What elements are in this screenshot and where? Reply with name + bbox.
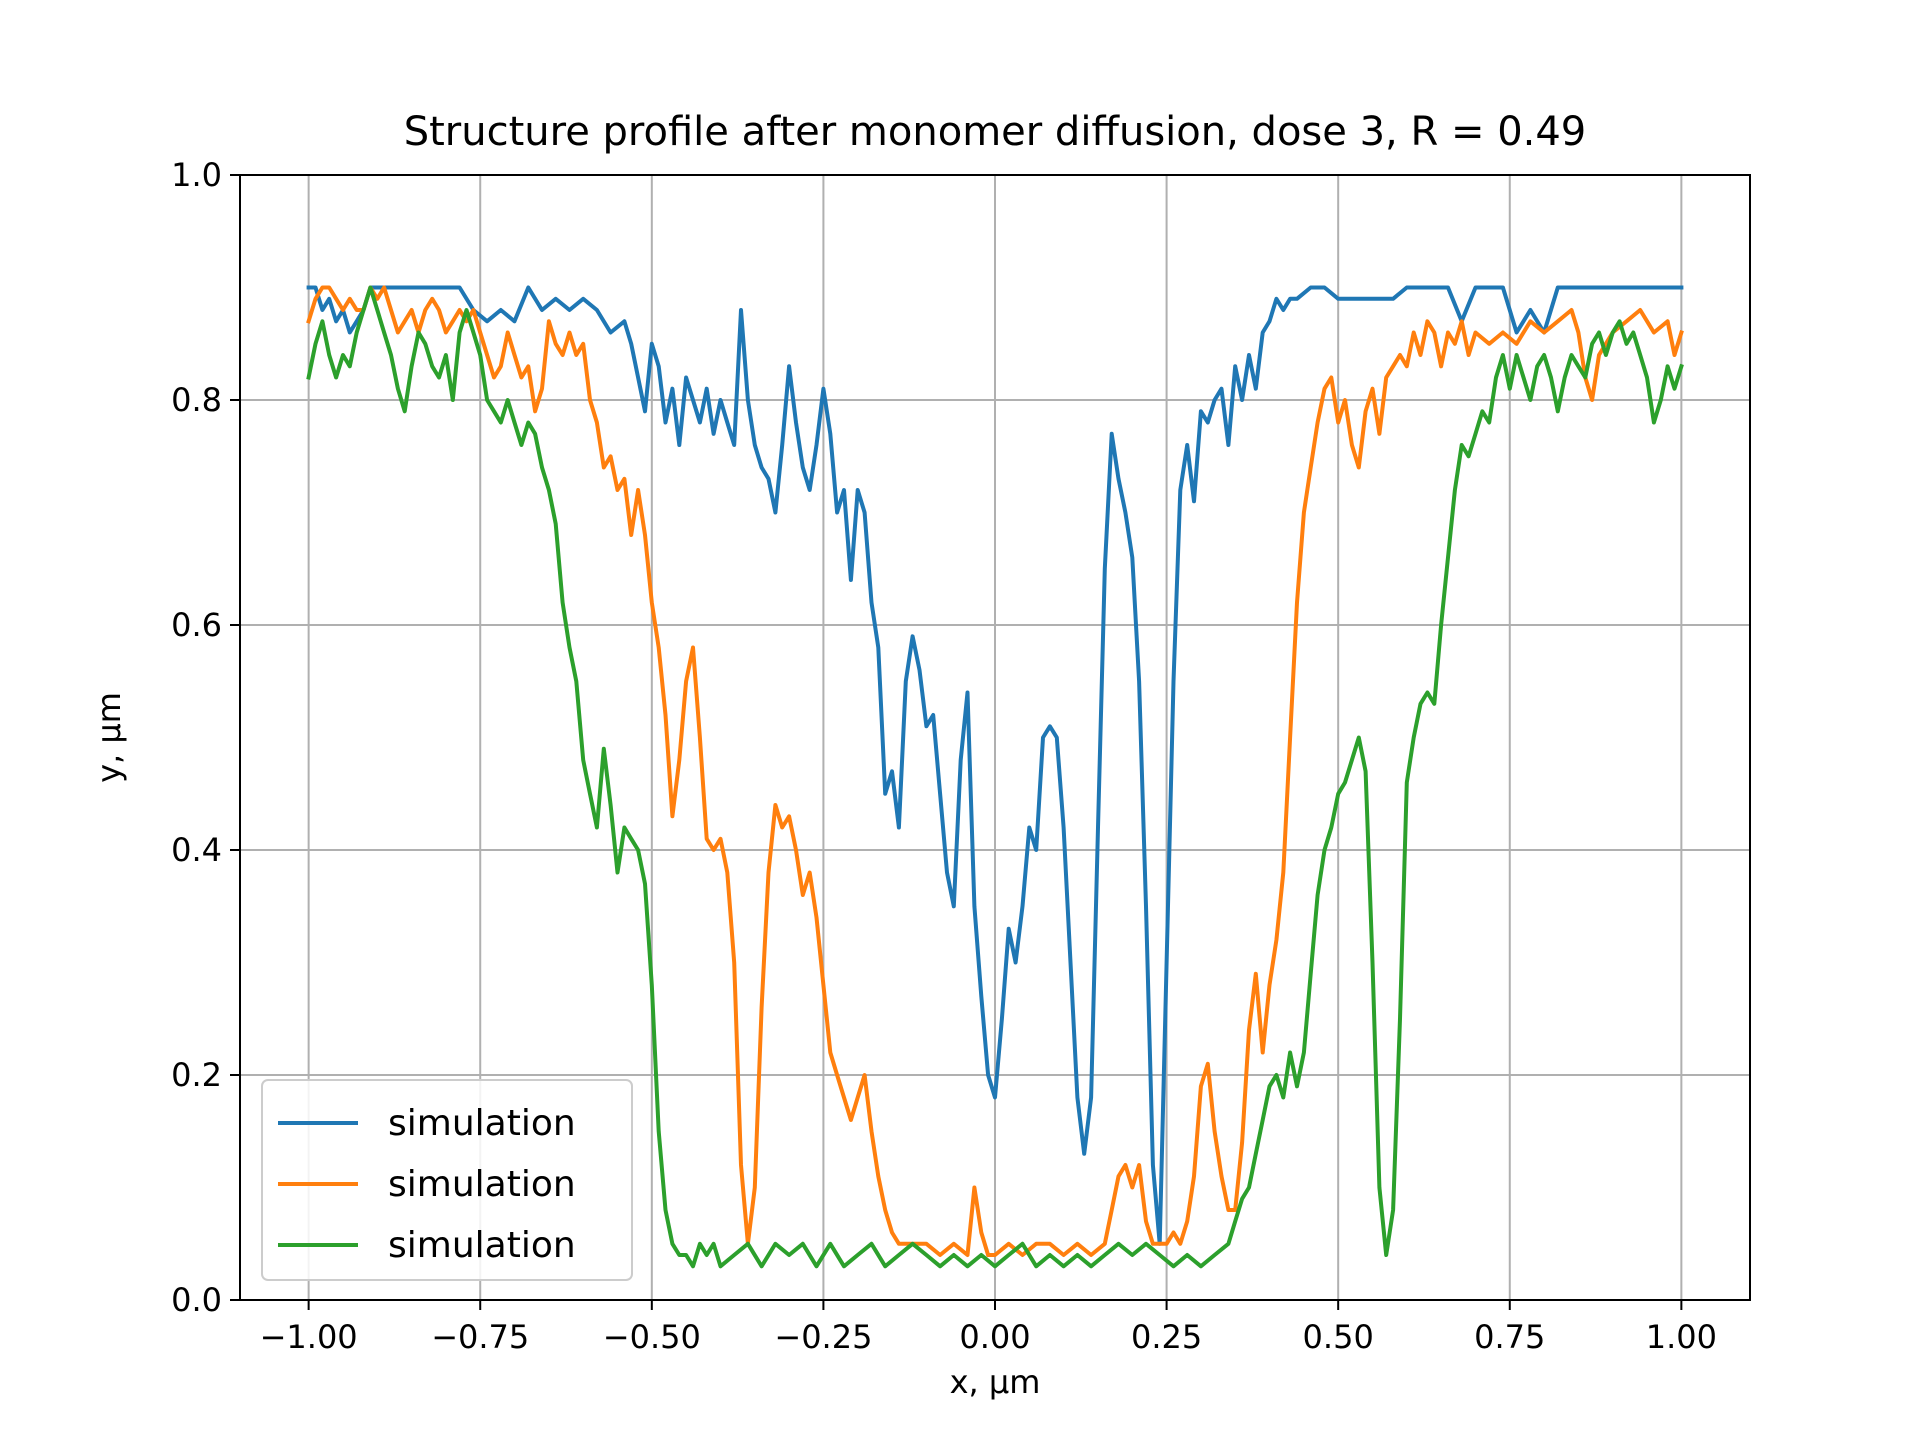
y-tick-label: 1.0: [171, 156, 222, 194]
x-tick-label: 0.00: [959, 1318, 1030, 1356]
x-tick-label: 0.25: [1131, 1318, 1202, 1356]
x-tick-label: 0.50: [1303, 1318, 1374, 1356]
legend-label-3: simulation: [388, 1225, 576, 1266]
chart-title: Structure profile after monomer diffusio…: [404, 109, 1587, 155]
legend: simulation simulation simulation: [261, 1079, 633, 1281]
x-axis: −1.00 −0.75 −0.50 −0.25 0.00 0.25 0.50 0.75 1.00: [260, 1300, 1717, 1356]
series-line-2: [306, 285, 1684, 1257]
series-layer: [306, 285, 1684, 1269]
y-tick-label: 0.0: [171, 1281, 222, 1319]
x-tick-label: −0.75: [431, 1318, 529, 1356]
x-axis-label: x, μm: [950, 1363, 1041, 1401]
y-axis-label: y, μm: [90, 692, 128, 783]
y-tick-label: 0.6: [171, 606, 222, 644]
x-tick-label: −0.50: [603, 1318, 701, 1356]
y-tick-label: 0.8: [171, 381, 222, 419]
legend-label-2: simulation: [388, 1164, 576, 1205]
x-tick-label: 1.00: [1646, 1318, 1717, 1356]
legend-label-1: simulation: [388, 1103, 576, 1144]
series-line-3: [306, 285, 1684, 1269]
series-line-1: [306, 285, 1684, 1246]
y-tick-label: 0.4: [171, 831, 222, 869]
legend-box: [261, 1079, 633, 1281]
x-tick-label: −0.25: [774, 1318, 872, 1356]
y-tick-label: 0.2: [171, 1056, 222, 1094]
x-tick-label: 0.75: [1474, 1318, 1545, 1356]
y-axis: 0.0 0.2 0.4 0.6 0.8 1.0: [171, 156, 240, 1319]
x-tick-label: −1.00: [260, 1318, 358, 1356]
